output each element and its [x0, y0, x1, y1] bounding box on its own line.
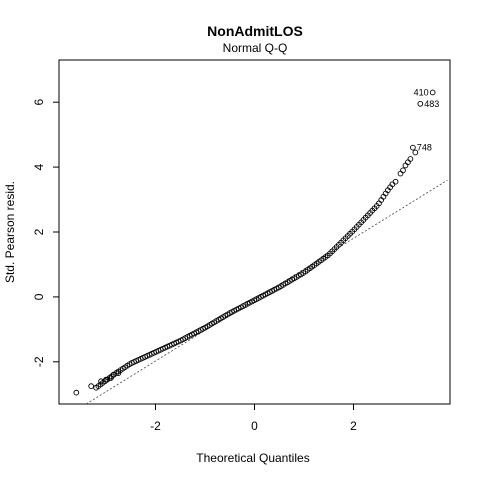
qq-outlier-point: [429, 89, 436, 96]
qq-point: [392, 178, 399, 185]
qq-outlier-point: [417, 100, 424, 107]
x-tick-label: 0: [251, 419, 258, 433]
qq-outlier-point: [410, 144, 416, 151]
qq-point: [98, 378, 104, 385]
chart-subtitle: Normal Q-Q: [223, 41, 288, 55]
x-tick-label: -2: [150, 419, 161, 433]
plot-frame: [58, 59, 451, 405]
y-tick-label: 2: [32, 228, 46, 235]
y-tick-label: 0: [32, 293, 46, 300]
y-tick-label: -2: [32, 356, 46, 367]
qq-point: [412, 149, 419, 156]
point-label: 410: [414, 87, 429, 97]
x-axis-label: Theoretical Quantiles: [196, 451, 309, 465]
plot-marks: -2 0 2 -2 0 2 4 6 410 483 748: [32, 87, 448, 433]
qq-point: [73, 389, 80, 396]
y-tick-label: 6: [32, 99, 46, 106]
qq-point: [110, 371, 117, 378]
qq-point: [405, 159, 411, 166]
qq-point: [397, 170, 404, 177]
qq-point: [115, 370, 122, 377]
qq-point: [88, 383, 95, 390]
qq-point: [407, 156, 414, 162]
point-label: 748: [417, 143, 432, 153]
qq-point: [402, 162, 409, 169]
x-tick-label: 2: [350, 419, 357, 433]
qq-point: [400, 167, 406, 174]
chart-title: NonAdmitLOS: [207, 23, 303, 39]
point-label: 483: [424, 99, 439, 109]
y-axis-label: Std. Pearson resid.: [3, 181, 17, 283]
y-tick-label: 4: [32, 163, 46, 170]
qq-point: [103, 376, 109, 383]
